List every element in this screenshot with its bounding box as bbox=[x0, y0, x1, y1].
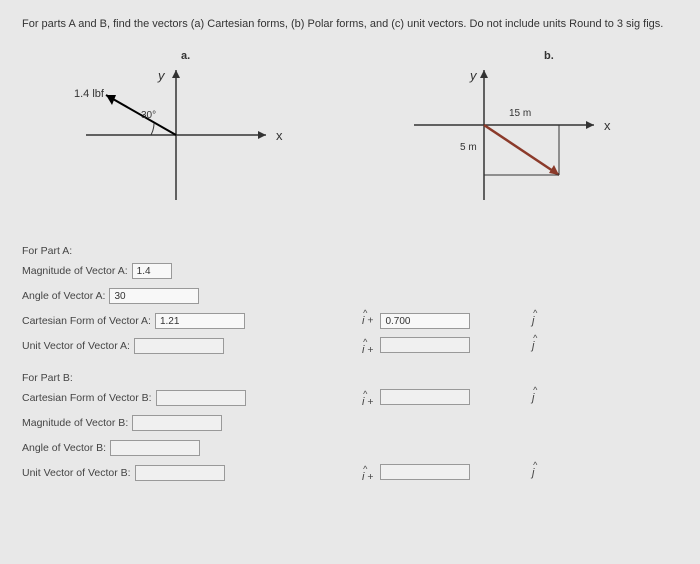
ihat-icon: i bbox=[362, 396, 364, 408]
problem-title: For parts A and B, find the vectors (a) … bbox=[22, 18, 678, 30]
diagram-b: b. y x 15 m 5 m bbox=[394, 50, 634, 220]
cart-a-label: Cartesian Form of Vector A: bbox=[22, 315, 151, 327]
diagrams-row: a. y x 1.4 lbf 30° b. y x 15 m 5 bbox=[22, 50, 678, 220]
unit-b-i-input[interactable] bbox=[135, 465, 225, 481]
jhat-icon: j bbox=[532, 340, 534, 352]
plus-text: + bbox=[367, 471, 373, 483]
mag-b-input[interactable] bbox=[132, 415, 222, 431]
diagram-a-magnitude: 1.4 lbf bbox=[74, 88, 104, 100]
cart-a-i-input[interactable]: 1.21 bbox=[155, 313, 245, 329]
diagram-b-label: b. bbox=[544, 50, 554, 62]
angle-a-input[interactable]: 30 bbox=[109, 288, 199, 304]
part-a-heading: For Part A: bbox=[22, 245, 678, 257]
diagram-b-vert: 5 m bbox=[460, 142, 477, 153]
ihat-icon: i bbox=[362, 344, 364, 356]
mag-a-input[interactable]: 1.4 bbox=[132, 263, 172, 279]
diagram-a-angle: 30° bbox=[141, 110, 156, 121]
ihat-icon: i bbox=[362, 471, 364, 483]
unit-b-label: Unit Vector of Vector B: bbox=[22, 467, 131, 479]
diagram-b-horiz: 15 m bbox=[509, 108, 531, 119]
unit-a-j-input[interactable] bbox=[380, 337, 470, 353]
ihat-icon: i bbox=[362, 315, 364, 327]
diagram-a: a. y x 1.4 lbf 30° bbox=[66, 50, 306, 220]
angle-a-label: Angle of Vector A: bbox=[22, 290, 105, 302]
cart-b-j-input[interactable] bbox=[380, 389, 470, 405]
jhat-icon: j bbox=[532, 392, 534, 404]
unit-a-i-input[interactable] bbox=[134, 338, 224, 354]
unit-a-label: Unit Vector of Vector A: bbox=[22, 340, 130, 352]
diagram-a-svg bbox=[66, 50, 306, 220]
plus-text: + bbox=[367, 396, 373, 408]
mag-b-label: Magnitude of Vector B: bbox=[22, 417, 128, 429]
diagram-a-label: a. bbox=[181, 50, 190, 62]
angle-b-input[interactable] bbox=[110, 440, 200, 456]
diagram-b-y-label: y bbox=[470, 68, 477, 83]
cart-b-i-input[interactable] bbox=[156, 390, 246, 406]
plus-text: + bbox=[367, 344, 373, 356]
angle-b-label: Angle of Vector B: bbox=[22, 442, 106, 454]
part-b-heading: For Part B: bbox=[22, 372, 678, 384]
diagram-b-svg bbox=[394, 50, 634, 220]
unit-b-j-input[interactable] bbox=[380, 464, 470, 480]
plus-text: + bbox=[367, 315, 373, 327]
jhat-icon: j bbox=[532, 315, 534, 327]
form-area: For Part A: Magnitude of Vector A: 1.4 A… bbox=[22, 245, 678, 482]
jhat-icon: j bbox=[532, 467, 534, 479]
cart-a-j-input[interactable]: 0.700 bbox=[380, 313, 470, 329]
diagram-b-x-label: x bbox=[604, 118, 611, 133]
diagram-a-y-label: y bbox=[158, 68, 165, 83]
cart-b-label: Cartesian Form of Vector B: bbox=[22, 392, 152, 404]
mag-a-label: Magnitude of Vector A: bbox=[22, 265, 128, 277]
diagram-a-x-label: x bbox=[276, 128, 283, 143]
